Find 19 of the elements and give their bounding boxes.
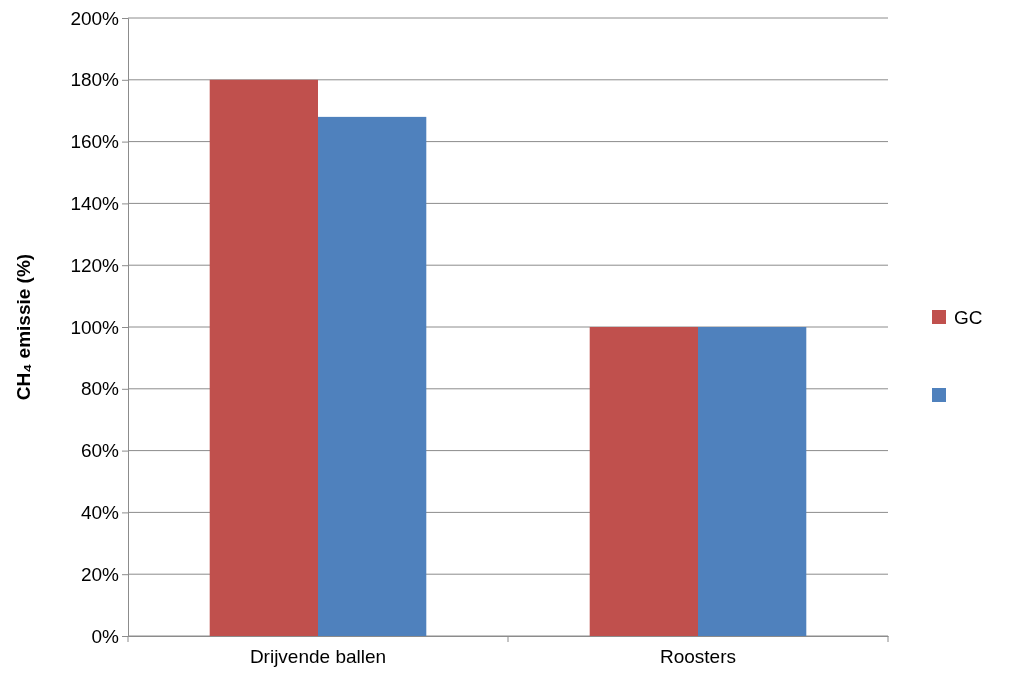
bar — [589, 327, 698, 636]
y-tick-label: 140% — [70, 192, 120, 214]
bar — [209, 79, 318, 636]
x-tick-label: Drijvende ballen — [249, 646, 387, 668]
y-tick-label: 80% — [80, 378, 120, 400]
y-tick-label: 60% — [80, 440, 120, 462]
x-tick-label: Roosters — [659, 646, 737, 668]
y-tick-label: 40% — [80, 501, 120, 523]
y-tick-label: 100% — [70, 316, 120, 338]
y-tick-label: 0% — [91, 625, 120, 647]
y-axis-title: CH₄ emissie (%) — [13, 253, 34, 401]
y-tick-label: 20% — [80, 563, 120, 585]
bar — [318, 116, 427, 636]
bar — [698, 327, 807, 636]
y-tick-label: 180% — [70, 69, 120, 91]
y-tick-label: 200% — [70, 7, 120, 29]
y-tick-label: 160% — [70, 131, 120, 153]
legend-label: GC — [954, 307, 983, 328]
y-tick-label: 120% — [70, 254, 120, 276]
